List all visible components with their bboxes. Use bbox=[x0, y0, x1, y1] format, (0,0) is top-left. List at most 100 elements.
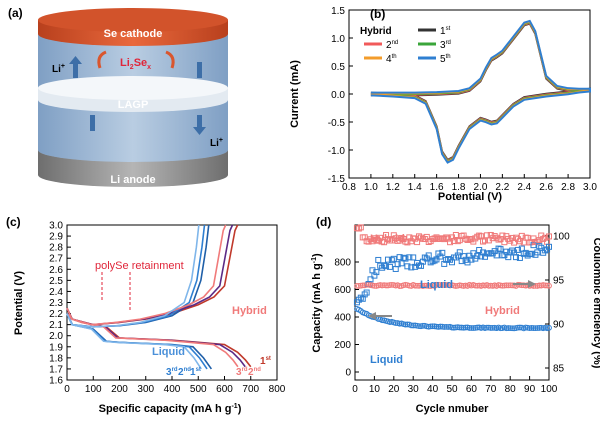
liquid-ce-point bbox=[524, 252, 531, 259]
liquid-ce-point bbox=[530, 242, 537, 249]
arrow-left-icon bbox=[368, 312, 376, 320]
liquid-capacity-point bbox=[441, 324, 448, 330]
liquid-capacity-point bbox=[458, 324, 465, 331]
hybrid-ce-point bbox=[505, 235, 512, 242]
liquid-capacity-point bbox=[507, 325, 514, 332]
hybrid-ce-point bbox=[518, 232, 525, 239]
x-tick-label-b: 2.8 bbox=[561, 182, 575, 193]
x-tick-label-b: 1.6 bbox=[430, 182, 444, 193]
liquid-ce-point bbox=[534, 249, 541, 256]
liquid-ce-point bbox=[514, 246, 521, 253]
hybrid-ce-point bbox=[417, 234, 424, 241]
panel-d: (d) 0 10 20 30 40 50 60 70 80 90 100 800 600 400 200 0 1… bbox=[311, 215, 600, 415]
liquid-ce-point bbox=[528, 250, 535, 257]
liquid-ce-point bbox=[516, 254, 523, 261]
hybrid-charge-curve bbox=[66, 224, 239, 326]
y-tick-label-b: 1.5 bbox=[331, 6, 345, 17]
li-arrow-lower-left bbox=[90, 115, 95, 131]
liquid-ce-point bbox=[357, 294, 364, 301]
hybrid-ce-point bbox=[460, 232, 467, 239]
x-tick-label-d: 70 bbox=[485, 384, 497, 395]
label-hybrid-c: Hybrid bbox=[232, 305, 267, 317]
hybrid-capacity-point bbox=[443, 282, 450, 288]
polyselenide-label: Li2Sex bbox=[120, 57, 151, 71]
liquid-ce-point bbox=[493, 252, 500, 259]
x-tick-label-b: 2.2 bbox=[495, 182, 509, 193]
hybrid-capacity-point bbox=[433, 281, 440, 288]
liquid-capacity-point bbox=[449, 324, 455, 331]
hybrid-capacity-point bbox=[546, 282, 552, 289]
y-tick-label-b: -1.5 bbox=[328, 174, 346, 185]
hybrid-capacity-point bbox=[414, 282, 420, 289]
li-arrow-down-icon bbox=[193, 127, 206, 135]
liquid-capacity-point bbox=[402, 321, 409, 328]
hybrid-ce-point bbox=[361, 234, 368, 241]
legend-b: Hybrid 1st 2nd 3rd 4th 5th bbox=[360, 26, 451, 65]
liquid-ce-point bbox=[445, 256, 452, 263]
liquid-capacity-point bbox=[536, 325, 543, 331]
hybrid-ce-point bbox=[497, 236, 504, 243]
x-tick-label-d: 50 bbox=[446, 384, 458, 395]
liquid-cycle-label: 1st bbox=[190, 367, 201, 378]
liquid-capacity-point bbox=[420, 322, 426, 329]
liquid-capacity-point bbox=[437, 323, 444, 330]
hybrid-ce-point bbox=[414, 239, 421, 246]
liquid-capacity-point bbox=[470, 325, 477, 331]
hybrid-cycle-label: 3rd bbox=[236, 367, 248, 378]
hybrid-capacity-point bbox=[435, 281, 442, 288]
y-axis-label-c: Potential (V) bbox=[13, 271, 25, 336]
hybrid-capacity-point bbox=[542, 282, 549, 289]
y-tick-label-c: 2.5 bbox=[49, 276, 63, 287]
x-tick-label-c: 500 bbox=[190, 384, 207, 395]
y-tick-label-c: 2.8 bbox=[49, 243, 63, 254]
hybrid-capacity-point bbox=[437, 282, 444, 288]
legend-entry: 4th bbox=[386, 54, 397, 65]
x-tick-label-c: 300 bbox=[137, 384, 154, 395]
liquid-capacity-point bbox=[456, 324, 463, 331]
x-tick-label-c: 200 bbox=[111, 384, 128, 395]
liquid-ce-point bbox=[400, 254, 407, 261]
liquid-ce-point bbox=[384, 256, 391, 263]
liquid-capacity-point bbox=[511, 325, 517, 332]
legend-entry: 5th bbox=[440, 54, 451, 65]
liquid-ce-point bbox=[408, 264, 415, 271]
liquid-capacity-point bbox=[404, 321, 411, 328]
anode-label: Li anode bbox=[110, 174, 155, 186]
liquid-ce-point bbox=[412, 263, 419, 270]
liquid-capacity-point bbox=[466, 325, 473, 331]
x-tick-label-d: 20 bbox=[388, 384, 400, 395]
liquid-ce-point bbox=[404, 263, 411, 270]
x-tick-label-b: 1.2 bbox=[386, 182, 400, 193]
liquid-capacity-point bbox=[462, 324, 469, 331]
cv-curve-cycle-5 bbox=[370, 19, 591, 164]
liquid-ce-point bbox=[546, 243, 552, 250]
liquid-ce-point bbox=[456, 249, 463, 256]
liquid-ce-point bbox=[427, 259, 434, 266]
y-tick-label-c: 2.2 bbox=[49, 309, 63, 320]
hybrid-ce-point bbox=[493, 234, 500, 241]
hybrid-ce-point bbox=[534, 238, 541, 245]
liquid-ce-point bbox=[394, 261, 401, 268]
y-tick-label-d-right: 85 bbox=[553, 364, 565, 375]
liquid-cycle-label: 2nd bbox=[178, 367, 191, 378]
liquid-ce-point bbox=[443, 256, 450, 263]
liquid-ce-point bbox=[452, 254, 459, 261]
hybrid-capacity-point bbox=[388, 281, 395, 288]
liquid-cycle-label: 3rd bbox=[166, 367, 178, 378]
x-axis-label-c: Specific capacity (mA h g-1) bbox=[99, 403, 242, 415]
legend-entry: 1st bbox=[440, 26, 451, 37]
liquid-ce-point bbox=[439, 249, 446, 256]
liquid-capacity-point bbox=[484, 324, 490, 331]
legend-entry: 3rd bbox=[440, 40, 451, 51]
liquid-capacity-point bbox=[489, 325, 496, 331]
hybrid-ce-point bbox=[406, 234, 413, 241]
liquid-capacity-point bbox=[416, 323, 422, 330]
liquid-ce-point bbox=[429, 258, 436, 265]
liquid-capacity-point bbox=[517, 324, 523, 331]
hybrid-ce-point bbox=[474, 233, 481, 240]
hybrid-ce-point bbox=[373, 236, 380, 243]
x-tick-label-b: 3.0 bbox=[583, 182, 597, 193]
y-tick-label-c: 2.3 bbox=[49, 298, 63, 309]
liquid-capacity-point bbox=[534, 325, 541, 331]
liquid-capacity-point bbox=[396, 320, 403, 327]
